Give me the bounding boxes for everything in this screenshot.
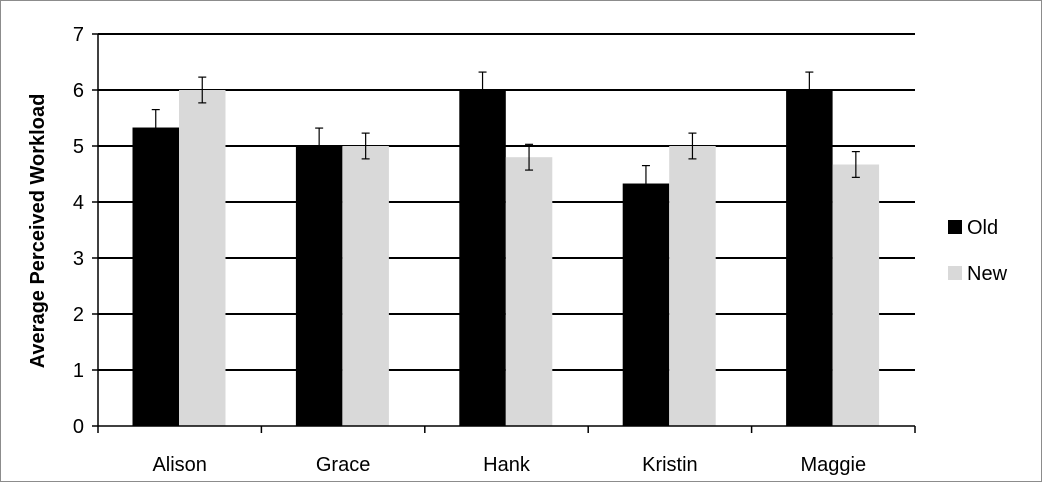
x-tick-label: Kristin xyxy=(642,454,698,476)
legend-swatch-old xyxy=(948,220,962,234)
bar-old-hank xyxy=(459,90,506,426)
bar-new-hank xyxy=(505,157,553,426)
y-tick-label: 2 xyxy=(73,304,84,326)
legend-swatch-new xyxy=(948,266,962,280)
bar-old-alison xyxy=(132,127,179,427)
bar-old-maggie xyxy=(786,90,833,426)
y-tick-label: 5 xyxy=(73,136,84,158)
bar-new-maggie xyxy=(832,164,880,427)
y-axis-label: Average Perceived Workload xyxy=(27,94,49,369)
error-bars xyxy=(151,71,860,203)
x-tick-labels: Alison Grace Hank Kristin Maggie xyxy=(152,454,866,476)
y-tick-label: 4 xyxy=(73,192,84,214)
x-tick-label: Grace xyxy=(316,454,370,476)
y-tick-label: 0 xyxy=(73,416,84,438)
x-tick-label: Hank xyxy=(483,454,531,476)
bar-old-grace xyxy=(295,146,343,426)
legend-label-old: Old xyxy=(967,217,998,239)
y-tick-labels: 0 1 2 3 4 5 6 7 xyxy=(73,24,84,438)
y-tick-label: 6 xyxy=(73,80,84,102)
bar-new-grace xyxy=(342,146,389,426)
bar-new-alison xyxy=(179,90,226,426)
x-tick-label: Alison xyxy=(152,454,206,476)
axes xyxy=(92,33,916,433)
bars xyxy=(132,90,880,427)
y-tick-label: 3 xyxy=(73,248,84,270)
y-tick-label: 1 xyxy=(73,360,84,382)
bar-old-kristin xyxy=(622,183,670,426)
legend-label-new: New xyxy=(967,263,1008,285)
y-tick-label: 7 xyxy=(73,24,84,46)
bar-new-kristin xyxy=(669,146,716,426)
legend: Old New xyxy=(948,217,1008,285)
x-tick-label: Maggie xyxy=(800,454,866,476)
